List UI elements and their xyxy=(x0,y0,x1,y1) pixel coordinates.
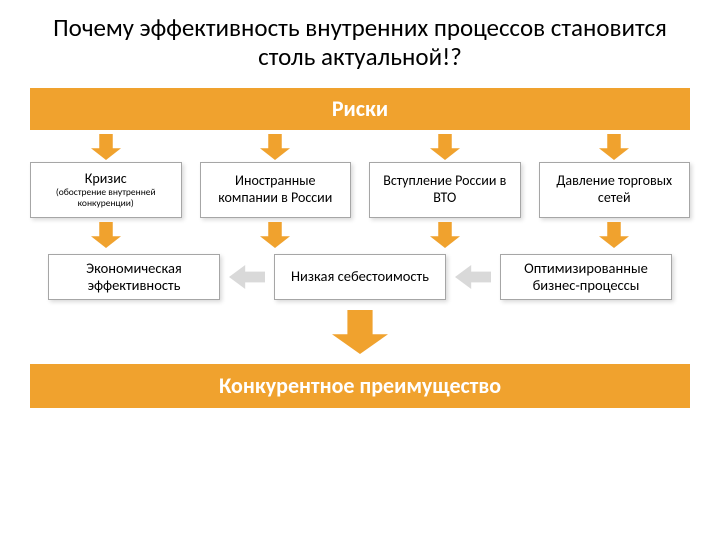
process-label: Экономическая эффективность xyxy=(55,260,213,293)
risk-box: Вступление России в ВТО xyxy=(369,162,521,218)
risk-box-main: Иностранные компании в России xyxy=(207,173,345,205)
risk-box: Кризис(обострение внутренней конкуренции… xyxy=(30,162,182,218)
risks-banner: Риски xyxy=(30,88,690,130)
arrow-down-icon xyxy=(260,134,290,160)
arrow-left-icon xyxy=(229,265,265,289)
arrow-down-icon xyxy=(260,222,290,248)
process-row: Экономическая эффективность Низкая себес… xyxy=(48,254,672,300)
process-box: Оптимизированные бизнес-процессы xyxy=(500,254,672,300)
risk-box-main: Давление торговых сетей xyxy=(546,173,684,205)
arrow-down-icon xyxy=(91,222,121,248)
arrow-row-top xyxy=(30,134,690,160)
page-title: Почему эффективность внутренних процессо… xyxy=(0,0,720,82)
process-label: Низкая себестоимость xyxy=(281,268,439,285)
risk-box-main: Кризис xyxy=(37,171,175,187)
arrow-down-cell xyxy=(30,222,182,248)
arrow-down-big-icon xyxy=(332,310,388,354)
process-box: Низкая себестоимость xyxy=(274,254,446,300)
arrow-down-icon xyxy=(430,222,460,248)
arrow-down-cell xyxy=(539,134,691,160)
risk-box-main: Вступление России в ВТО xyxy=(376,173,514,205)
arrow-down-cell xyxy=(200,222,352,248)
arrow-down-icon xyxy=(91,134,121,160)
arrow-down-icon xyxy=(430,134,460,160)
arrow-left-cell xyxy=(446,265,500,289)
arrow-left-cell xyxy=(220,265,274,289)
arrow-down-icon xyxy=(599,134,629,160)
arrow-down-cell xyxy=(200,134,352,160)
risks-banner-label: Риски xyxy=(332,95,388,122)
process-label: Оптимизированные бизнес-процессы xyxy=(507,260,665,293)
big-arrow-row xyxy=(0,310,720,354)
arrow-left-icon xyxy=(455,265,491,289)
arrow-down-cell xyxy=(539,222,691,248)
arrow-down-icon xyxy=(599,222,629,248)
final-banner-label: Конкурентное преимущество xyxy=(219,372,501,399)
arrow-down-cell xyxy=(369,134,521,160)
arrow-down-cell xyxy=(30,134,182,160)
risk-box: Давление торговых сетей xyxy=(539,162,691,218)
risk-box-sub: (обострение внутренней конкуренции) xyxy=(37,187,175,208)
final-banner: Конкурентное преимущество xyxy=(30,364,690,408)
risk-box: Иностранные компании в России xyxy=(200,162,352,218)
arrow-down-cell xyxy=(369,222,521,248)
risk-box-row: Кризис(обострение внутренней конкуренции… xyxy=(30,162,690,218)
process-box: Экономическая эффективность xyxy=(48,254,220,300)
arrow-row-mid xyxy=(30,222,690,248)
